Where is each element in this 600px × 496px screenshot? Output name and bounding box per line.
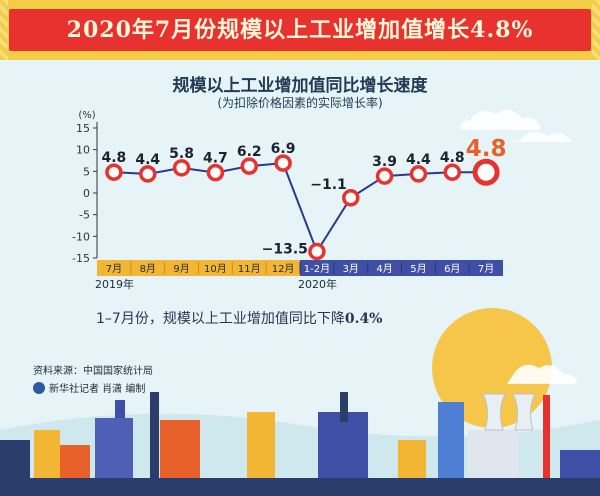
tower-1 [247, 412, 275, 480]
building-5 [560, 450, 600, 480]
banner-title: 2020年7月份规模以上工业增加值增长4.8% [66, 17, 534, 43]
data-source: 资料来源：中国国家统计局 [33, 366, 153, 377]
year-label-2019: 2019年 [95, 277, 134, 291]
data-point [139, 165, 157, 183]
factory-left-tank [34, 430, 60, 480]
x-tick-label: 3月 [343, 263, 359, 275]
summary-note-text: 1–7月份，规模以上工业增加值同比下降 [96, 311, 345, 327]
chimney-3 [340, 392, 348, 422]
x-tick-label: 12月 [272, 263, 295, 275]
data-label: 4.4 [406, 152, 431, 168]
factory-left-base [0, 440, 30, 480]
data-point [342, 189, 360, 207]
data-label: −13.5 [262, 242, 308, 258]
data-label: −1.1 [310, 177, 347, 193]
x-tick-label: 10月 [204, 263, 227, 275]
banner-stripes-left [0, 0, 8, 60]
data-label: 6.9 [271, 141, 296, 157]
building-4 [438, 402, 464, 480]
x-tick-label: 8月 [140, 263, 156, 275]
banner-panel: 2020年7月份规模以上工业增加值增长4.8% [9, 9, 591, 51]
highlight-point [472, 158, 500, 186]
data-point [105, 163, 123, 181]
banner-stripes-right [592, 0, 600, 60]
series-line [113, 162, 487, 254]
cooling-tower-1 [482, 393, 506, 431]
data-point [443, 163, 461, 181]
highlight-value-label: 4.8 [466, 136, 507, 162]
y-tick-label: -15 [72, 252, 90, 265]
x-tick-label: 11月 [238, 263, 261, 275]
summary-note: 1–7月份，规模以上工业增加值同比下降0.4% [96, 308, 383, 328]
cloud-right [512, 131, 572, 142]
xinhua-logo-icon [33, 381, 45, 394]
cooling-tower-2 [512, 393, 536, 431]
x-tick-label: 1-2月 [304, 263, 330, 275]
chart-subtitle: (为扣除价格因素的实际增长率) [217, 96, 383, 110]
x-tick-label: 7月 [106, 263, 122, 275]
factory-center [318, 412, 368, 480]
chimney-4 [543, 395, 550, 480]
data-point [409, 165, 428, 183]
data-point [172, 159, 191, 177]
y-tick-label: 0 [83, 187, 90, 200]
credit-line: 新华社记者 肖潇 编制 [33, 380, 145, 395]
title-banner: 2020年7月份规模以上工业增加值增长4.8% [0, 0, 600, 60]
chimney-2 [150, 392, 159, 480]
y-tick-label: 5 [83, 165, 90, 178]
cloud-left [460, 109, 540, 130]
data-point [206, 163, 225, 182]
data-label: 4.8 [440, 150, 465, 166]
year-label-2020: 2020年 [298, 277, 337, 291]
data-point [308, 242, 326, 261]
chart-title: 规模以上工业增加值同比增长速度 [172, 76, 428, 96]
x-tick-label: 6月 [444, 263, 460, 275]
x-tick-label: 9月 [173, 263, 189, 275]
data-label: 4.4 [135, 152, 160, 168]
data-label: 4.7 [203, 151, 228, 167]
data-label: 6.2 [237, 144, 262, 160]
summary-note-value: 0.4% [344, 311, 383, 327]
data-label: 5.8 [169, 146, 194, 162]
ground-strip [0, 478, 600, 496]
data-label: 4.8 [102, 150, 127, 166]
credit-text: 新华社记者 肖潇 编制 [49, 384, 146, 395]
factory-left-block [60, 445, 90, 480]
building-2 [160, 420, 200, 480]
x-tick-label: 7月 [478, 263, 494, 275]
y-tick-label: 10 [76, 144, 90, 157]
y-tick-label: -10 [72, 230, 90, 243]
factory-right [468, 430, 518, 480]
data-point [240, 157, 258, 175]
x-tick-label: 5月 [410, 263, 426, 275]
y-axis-unit: (%) [78, 110, 95, 121]
building-3 [398, 440, 426, 480]
y-tick-label: 15 [76, 122, 90, 135]
y-tick-label: -5 [79, 209, 90, 222]
data-label: 3.9 [372, 154, 397, 170]
data-point [274, 154, 292, 172]
x-tick-label: 4月 [376, 263, 392, 275]
data-point [375, 167, 394, 185]
cloud-lower [507, 364, 577, 384]
building-1 [95, 418, 133, 480]
